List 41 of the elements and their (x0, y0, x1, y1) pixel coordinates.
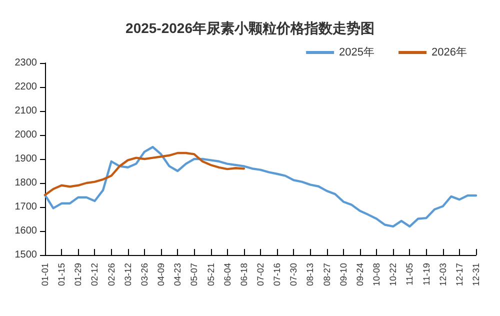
x-tick-label: 03-26 (139, 263, 150, 286)
x-tick-label: 12-03 (438, 263, 448, 286)
x-tick-label: 05-21 (206, 263, 216, 286)
chart-title: 2025-2026年尿素小颗粒价格指数走势图 (126, 20, 374, 36)
x-tick-label: 06-04 (222, 263, 232, 286)
x-tick-label: 07-02 (256, 263, 266, 286)
x-tick-label: 11-19 (421, 263, 432, 286)
x-tick-label: 10-22 (388, 263, 398, 286)
x-tick-label: 07-16 (272, 263, 282, 286)
x-tick-label: 10-08 (372, 263, 382, 286)
x-tick-label: 08-27 (322, 263, 332, 286)
x-tick-label: 02-12 (90, 263, 100, 286)
y-tick-label: 2200 (14, 82, 38, 92)
x-tick-label: 12-17 (454, 263, 464, 286)
line-series (44, 152, 246, 196)
x-tick-label: 01-29 (73, 263, 84, 286)
x-tick-label: 06-18 (238, 263, 249, 286)
y-tick-label: 1700 (14, 202, 38, 212)
y-tick-label: 2000 (14, 130, 38, 140)
x-tick-label: 01-01 (40, 263, 50, 286)
y-tick-label: 1800 (14, 178, 38, 188)
x-tick-label: 03-12 (122, 263, 133, 286)
x-tick-label: 04-09 (156, 263, 166, 286)
line-series (44, 146, 478, 228)
x-tick-label: 11-05 (404, 263, 415, 286)
x-tick-label: 05-07 (189, 263, 200, 286)
x-tick-label: 01-15 (56, 263, 67, 286)
x-tick-label: 02-26 (106, 263, 116, 286)
x-tick-label: 04-23 (172, 263, 183, 286)
y-tick-label: 1600 (14, 226, 38, 236)
legend-label: 2026年 (432, 46, 468, 58)
x-tick-label: 09-10 (338, 263, 348, 286)
x-tick-label: 07-30 (288, 263, 299, 286)
x-tick-label: 08-13 (305, 263, 316, 286)
x-tick-label: 09-24 (354, 263, 365, 286)
y-tick-label: 1900 (14, 154, 38, 164)
y-tick-label: 2300 (14, 58, 38, 68)
legend-label: 2025年 (339, 46, 375, 58)
x-tick-label: 12-31 (471, 263, 481, 286)
y-tick-label: 2100 (14, 106, 38, 116)
y-tick-label: 1500 (14, 250, 38, 260)
